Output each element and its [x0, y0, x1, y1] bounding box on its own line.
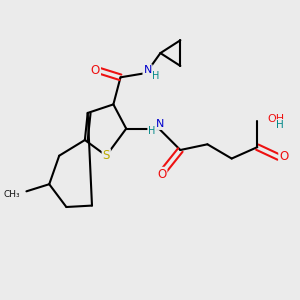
Text: H: H [148, 126, 155, 136]
Text: CH₃: CH₃ [4, 190, 20, 199]
Text: S: S [103, 149, 110, 162]
Text: N: N [156, 119, 164, 129]
Text: H: H [276, 120, 284, 130]
Text: O: O [279, 150, 289, 163]
Text: N: N [143, 65, 152, 75]
Text: OH: OH [267, 114, 284, 124]
Text: H: H [152, 71, 160, 82]
Text: O: O [91, 64, 100, 77]
Text: O: O [157, 168, 167, 181]
